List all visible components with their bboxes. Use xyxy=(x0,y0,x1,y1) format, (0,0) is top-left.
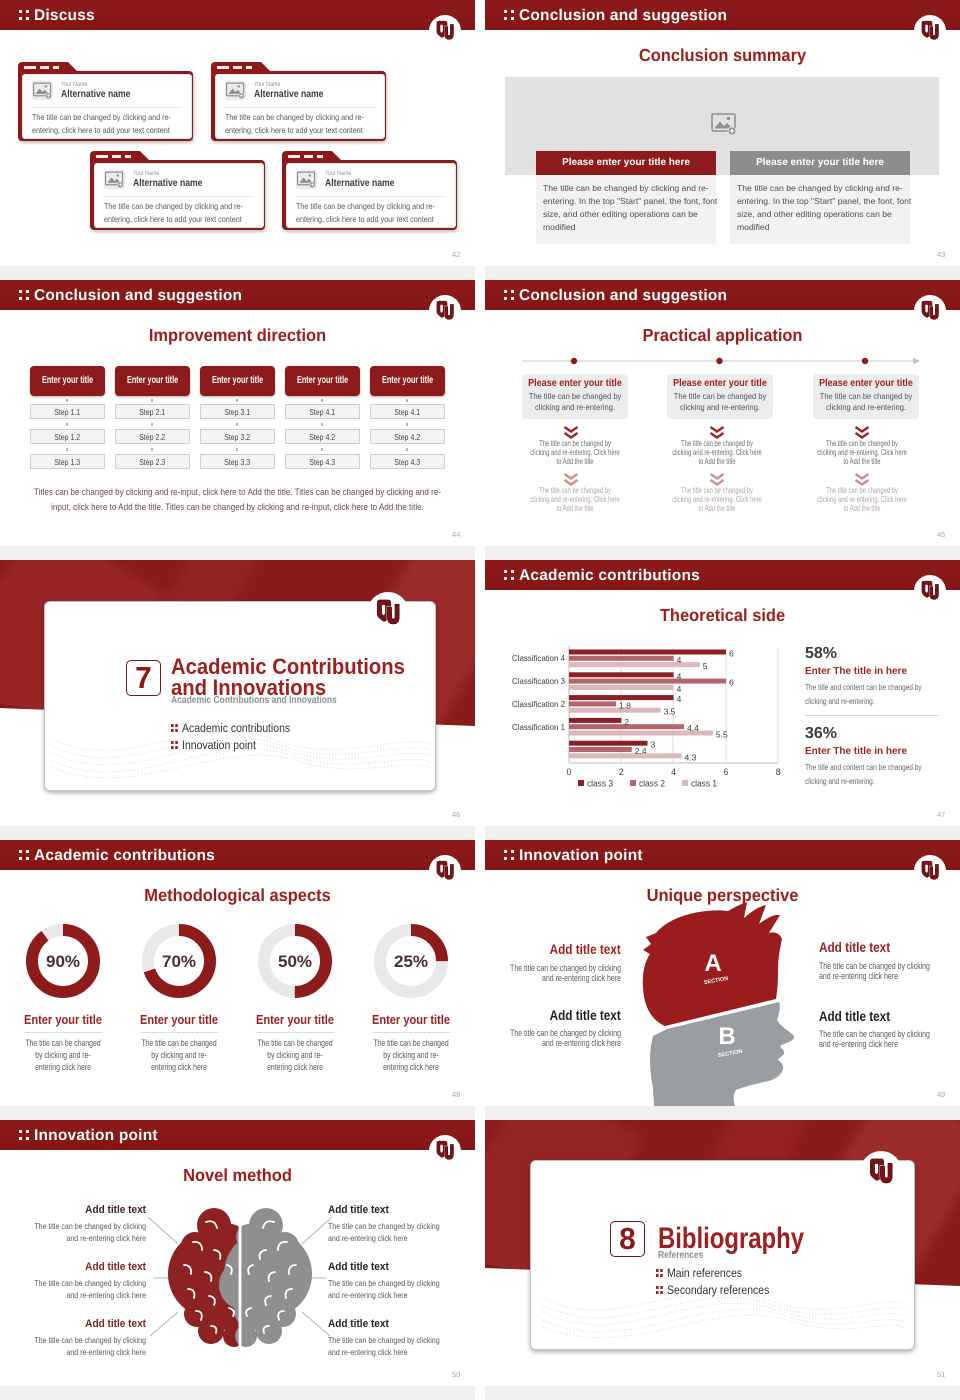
svg-text:Classification 3: Classification 3 xyxy=(512,676,565,686)
svg-text:4: 4 xyxy=(677,694,682,704)
svg-text:3: 3 xyxy=(651,740,656,750)
svg-text:Classification 4: Classification 4 xyxy=(512,653,565,663)
svg-text:B: B xyxy=(718,1023,735,1050)
svg-text:2.4: 2.4 xyxy=(635,746,647,756)
svg-text:2: 2 xyxy=(624,717,629,727)
svg-text:8: 8 xyxy=(776,767,781,777)
svg-text:1.8: 1.8 xyxy=(619,700,631,710)
svg-text:4: 4 xyxy=(677,684,682,694)
svg-text:25%: 25% xyxy=(394,952,428,971)
svg-text:4.4: 4.4 xyxy=(687,723,699,733)
svg-text:class 3: class 3 xyxy=(587,779,613,789)
svg-text:4: 4 xyxy=(671,767,676,777)
svg-text:0: 0 xyxy=(566,767,571,777)
svg-text:6: 6 xyxy=(729,678,734,688)
svg-text:SECTION: SECTION xyxy=(704,976,729,986)
svg-text:A: A xyxy=(704,950,721,977)
svg-text:Classification 2: Classification 2 xyxy=(512,699,565,709)
svg-text:6: 6 xyxy=(723,767,728,777)
svg-text:class 1: class 1 xyxy=(691,779,717,789)
svg-text:50%: 50% xyxy=(278,952,312,971)
svg-text:3.5: 3.5 xyxy=(664,707,676,717)
svg-text:4.3: 4.3 xyxy=(685,752,697,762)
svg-text:5.5: 5.5 xyxy=(716,730,728,740)
svg-text:6: 6 xyxy=(729,649,734,659)
svg-text:4: 4 xyxy=(677,671,682,681)
svg-text:70%: 70% xyxy=(162,952,196,971)
svg-text:Classification 1: Classification 1 xyxy=(512,722,565,732)
svg-text:5: 5 xyxy=(703,661,708,671)
svg-text:4: 4 xyxy=(677,655,682,665)
svg-text:2: 2 xyxy=(619,767,624,777)
svg-text:90%: 90% xyxy=(46,952,80,971)
svg-text:class 2: class 2 xyxy=(639,779,665,789)
svg-text:SECTION: SECTION xyxy=(718,1049,743,1059)
